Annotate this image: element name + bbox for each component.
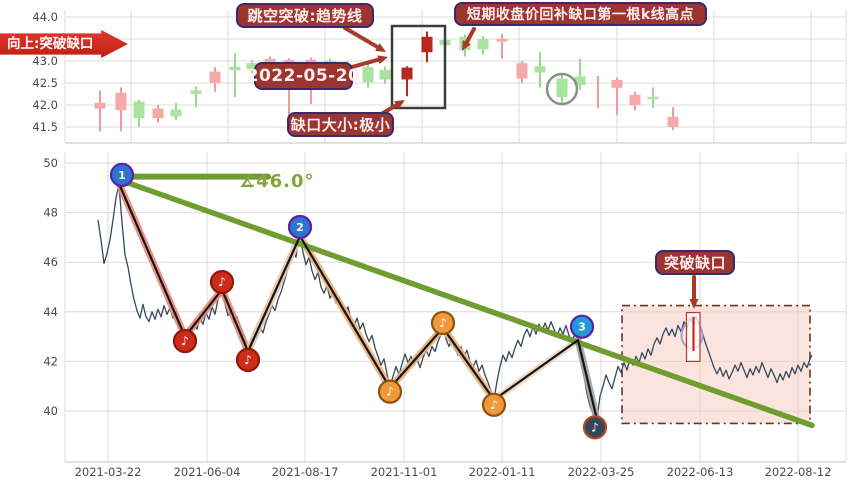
top-y-tick-label: 42.0 <box>32 98 58 112</box>
top-y-tick-label: 44.0 <box>32 10 58 24</box>
trendline-angle-label: ∡46.0° <box>239 171 315 192</box>
pivot-marker[interactable]: ♪ <box>377 379 403 404</box>
pivot-marker[interactable]: ♪ <box>235 347 261 373</box>
svg-text:♪: ♪ <box>218 275 226 289</box>
candlestick <box>596 75 600 109</box>
candlestick <box>574 58 586 90</box>
breakout-zone-rect <box>621 304 811 425</box>
candlestick <box>421 31 433 63</box>
svg-text:♪: ♪ <box>591 420 599 434</box>
gap-breakout-trendline-label: 跳空突破:趋势线 <box>236 3 374 28</box>
breakout-gap-label: 突破缺口 <box>655 250 735 275</box>
annotation-arrow <box>464 27 476 45</box>
x-tick-label: 2021-03-22 <box>75 465 142 479</box>
candlestick <box>534 52 546 88</box>
pivot-marker[interactable]: ♪ <box>582 415 608 440</box>
pivot-marker[interactable]: ♪ <box>481 392 507 417</box>
candlestick <box>516 61 528 83</box>
bottom-y-tick-label: 48 <box>43 206 58 220</box>
annotation-arrow <box>350 57 381 69</box>
candlestick <box>362 63 374 88</box>
candlestick <box>115 87 127 132</box>
candlestick <box>209 67 221 92</box>
candlestick <box>611 77 623 116</box>
svg-text:2: 2 <box>296 221 304 234</box>
bottom-y-tick-label: 42 <box>43 354 58 368</box>
zigzag-line <box>118 185 599 420</box>
candlestick <box>477 36 489 55</box>
candlestick <box>229 53 241 98</box>
svg-text:♪: ♪ <box>181 334 189 348</box>
candlestick <box>496 33 508 59</box>
svg-text:♪: ♪ <box>244 353 252 367</box>
annotation-arrowhead <box>462 40 471 51</box>
pivot-marker[interactable]: ♪ <box>209 269 235 295</box>
svg-text:♪: ♪ <box>439 316 447 330</box>
bottom-y-tick-label: 46 <box>43 255 58 269</box>
x-tick-label: 2022-08-12 <box>765 465 832 479</box>
x-tick-label: 2021-06-04 <box>174 465 241 479</box>
top-y-tick-label: 42.5 <box>32 76 58 90</box>
x-tick-label: 2021-11-01 <box>371 465 438 479</box>
candlestick <box>170 102 182 120</box>
candlestick <box>94 90 106 132</box>
annotation-arrowhead <box>394 100 405 109</box>
date-label: 2022-05-20 <box>247 62 360 90</box>
annotation-arrowhead <box>689 299 699 309</box>
svg-text:1: 1 <box>118 169 126 182</box>
gap-size-label: 缺口大小:极小 <box>287 112 394 137</box>
bottom-y-tick-label: 44 <box>43 305 58 319</box>
x-tick-label: 2022-03-25 <box>568 465 635 479</box>
pivot-marker[interactable]: ♪ <box>430 310 456 336</box>
annotation-arrow <box>343 26 380 49</box>
annotation-arrowhead <box>377 55 388 65</box>
svg-text:♪: ♪ <box>490 398 498 412</box>
pivot-marker[interactable]: 2 <box>287 214 313 240</box>
gap-fill-note-label: 短期收盘价回补缺口第一根k线高点 <box>454 2 707 26</box>
candlestick <box>667 107 679 131</box>
top-y-tick-label: 43.0 <box>32 54 58 68</box>
top-y-tick-label: 41.5 <box>32 120 58 134</box>
x-tick-label: 2022-01-11 <box>469 465 536 479</box>
annotation-arrowhead <box>375 43 386 52</box>
candlestick <box>629 91 641 111</box>
candlestick <box>133 99 145 127</box>
trendline <box>118 177 815 429</box>
svg-text:♪: ♪ <box>386 385 394 399</box>
pivot-marker[interactable]: ♪ <box>172 328 198 354</box>
candlestick <box>556 74 568 103</box>
candlestick <box>379 66 391 84</box>
x-tick-label: 2021-08-17 <box>272 465 339 479</box>
svg-text:3: 3 <box>578 321 586 334</box>
candlestick <box>647 87 659 109</box>
candlestick <box>401 66 413 97</box>
candlestick <box>190 86 202 108</box>
pivot-marker[interactable]: 1 <box>109 162 135 188</box>
candlestick <box>152 105 164 123</box>
bottom-y-tick-label: 50 <box>43 156 58 170</box>
pivot-marker[interactable]: 3 <box>569 314 595 339</box>
gray-circle-marker <box>545 72 579 106</box>
gap-highlight-box <box>390 24 447 110</box>
x-tick-label: 2022-06-13 <box>667 465 734 479</box>
bottom-y-tick-label: 40 <box>43 404 58 418</box>
candlestick <box>246 60 258 74</box>
up-breakout-gap-banner: 向上:突破缺口 <box>0 30 128 58</box>
